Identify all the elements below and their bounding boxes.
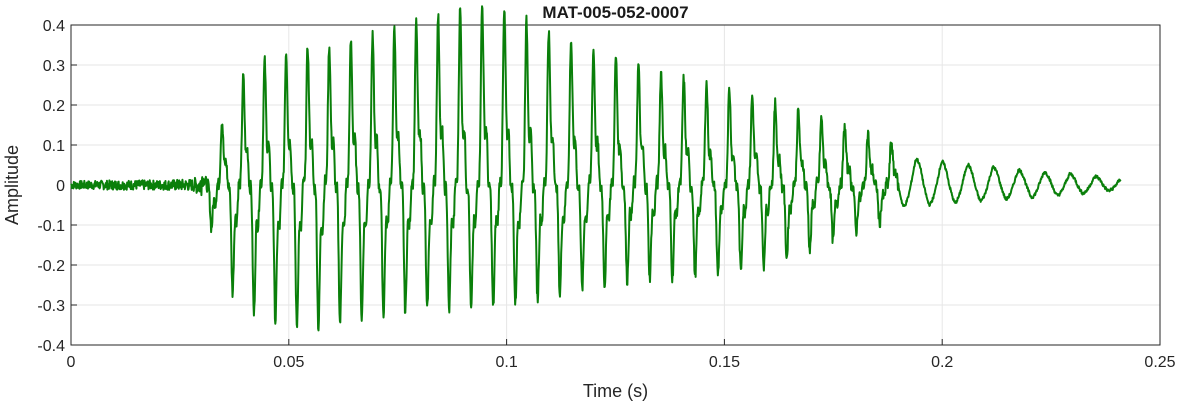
x-tick-label: 0.2 [931,354,953,371]
y-tick-label: 0 [56,178,65,195]
x-tick-label: 0 [67,354,76,371]
x-tick-label: 0.15 [709,354,740,371]
axis-ticks: 0 0.05 0.1 0.15 0.2 0.25 -0.4 -0.3 -0.2 -0.1 0 0.1 0… [37,18,1175,371]
x-tick-label: 0.05 [273,354,304,371]
y-tick-label: -0.1 [37,218,65,235]
y-tick-label: -0.4 [37,338,65,355]
y-tick-label: 0.4 [43,18,65,35]
y-tick-label: 0.3 [43,58,65,75]
signal-line [70,5,1122,332]
x-tick-label: 0.1 [495,354,517,371]
y-tick-label: -0.3 [37,298,65,315]
y-tick-label: 0.1 [43,138,65,155]
y-axis-label: Amplitude [2,145,22,225]
chart-title: MAT-005-052-0007 [542,3,688,22]
x-tick-label: 0.25 [1144,354,1175,371]
x-axis-label: Time (s) [583,381,648,401]
y-tick-label: -0.2 [37,258,65,275]
y-tick-label: 0.2 [43,98,65,115]
